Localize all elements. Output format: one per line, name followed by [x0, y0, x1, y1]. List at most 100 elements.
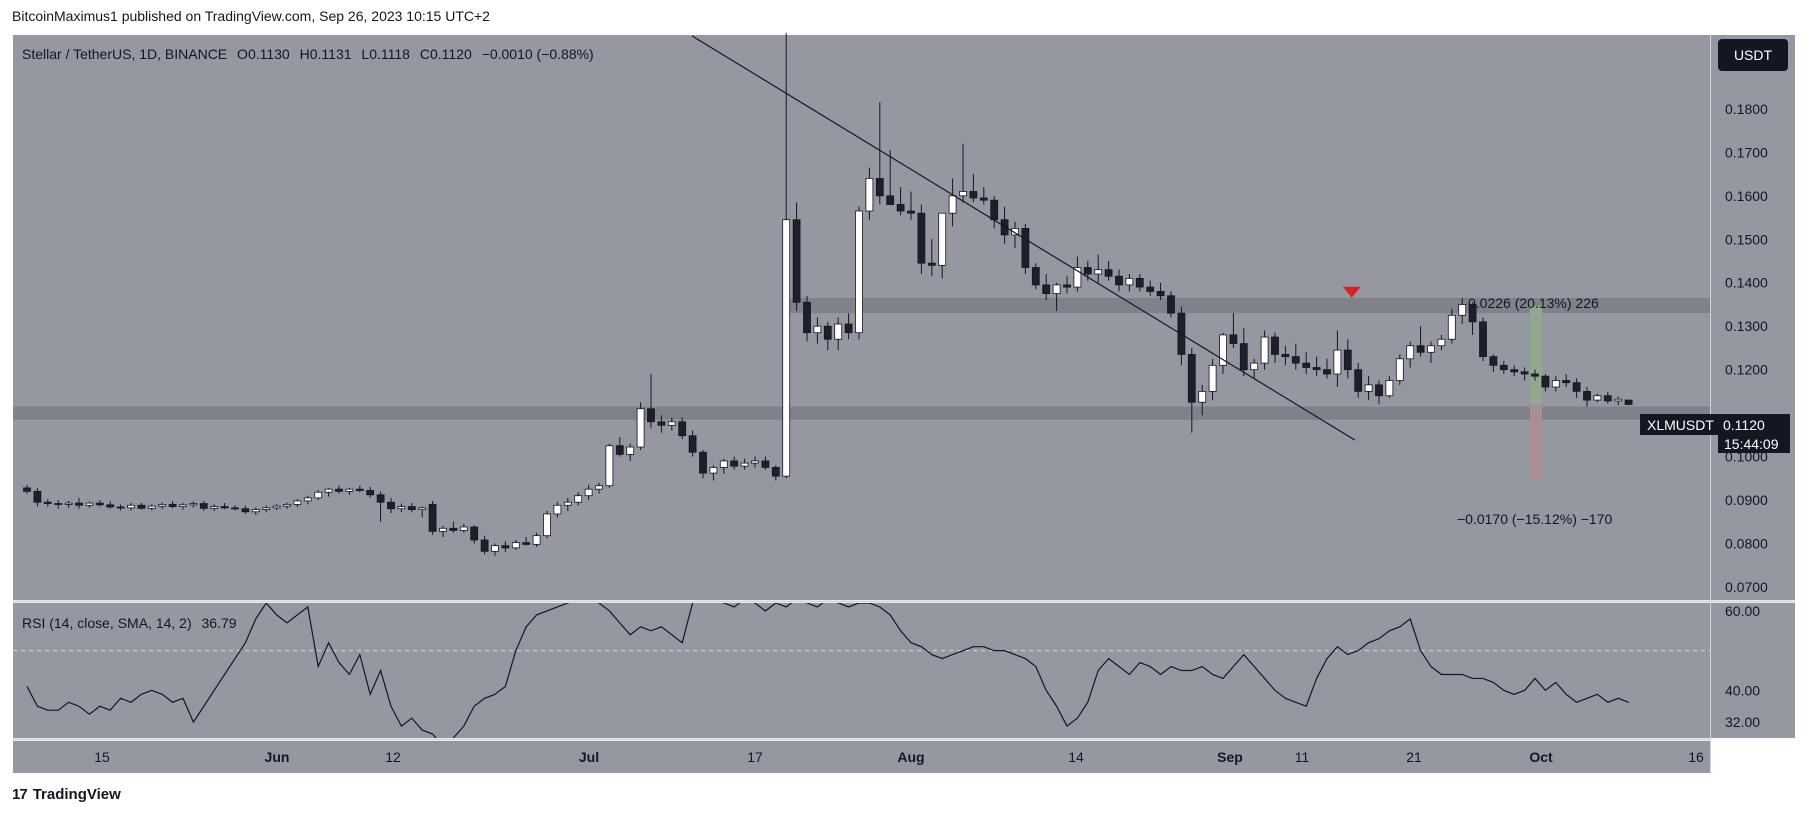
candle[interactable]	[730, 456, 739, 470]
candle[interactable]	[1531, 369, 1539, 381]
candle[interactable]	[948, 178, 957, 227]
candle[interactable]	[33, 487, 42, 507]
rsi-axis-panel[interactable]	[1710, 603, 1795, 738]
candle[interactable]	[667, 417, 676, 431]
candle[interactable]	[303, 495, 312, 505]
candle[interactable]	[1520, 367, 1529, 381]
candle[interactable]	[64, 500, 73, 508]
candle[interactable]	[345, 487, 354, 495]
candle[interactable]	[886, 150, 895, 205]
candle[interactable]	[907, 191, 915, 220]
candle[interactable]	[1572, 378, 1581, 398]
candle[interactable]	[1614, 396, 1623, 406]
candle[interactable]	[751, 456, 759, 468]
candle[interactable]	[1187, 347, 1196, 433]
candle[interactable]	[803, 295, 811, 342]
candle[interactable]	[1416, 326, 1425, 357]
candle[interactable]	[657, 415, 666, 433]
candle[interactable]	[511, 540, 520, 551]
candle[interactable]	[1375, 380, 1383, 405]
candle[interactable]	[1146, 280, 1155, 296]
candle[interactable]	[782, 32, 791, 479]
candle[interactable]	[501, 541, 510, 553]
candle[interactable]	[1583, 387, 1591, 407]
candle[interactable]	[761, 456, 770, 470]
candle[interactable]	[407, 503, 416, 513]
candle[interactable]	[584, 484, 593, 501]
candle[interactable]	[896, 187, 905, 216]
candle[interactable]	[314, 490, 323, 501]
candle[interactable]	[179, 503, 187, 510]
rsi-line[interactable]	[26, 595, 1629, 746]
candle[interactable]	[1395, 354, 1404, 385]
candle[interactable]	[1156, 282, 1165, 301]
candle[interactable]	[1042, 274, 1051, 301]
candle[interactable]	[1468, 302, 1477, 335]
candle[interactable]	[699, 450, 707, 479]
candle[interactable]	[615, 437, 624, 457]
tradingview-footer[interactable]: 17 TradingView	[12, 786, 121, 803]
candle[interactable]	[1343, 339, 1352, 379]
candle[interactable]	[917, 204, 926, 275]
candle[interactable]	[106, 501, 115, 509]
candle[interactable]	[927, 239, 936, 277]
candle[interactable]	[636, 402, 645, 451]
candle[interactable]	[969, 174, 978, 203]
candle[interactable]	[1333, 330, 1342, 388]
candle[interactable]	[595, 482, 603, 494]
candle[interactable]	[1489, 354, 1498, 372]
candle[interactable]	[1541, 374, 1550, 392]
candle[interactable]	[355, 485, 364, 493]
candle[interactable]	[938, 212, 947, 279]
candle[interactable]	[1031, 263, 1040, 290]
candle[interactable]	[719, 458, 728, 474]
candle[interactable]	[137, 503, 146, 510]
candle[interactable]	[85, 501, 94, 508]
rsi-panel[interactable]	[13, 603, 1710, 738]
candle[interactable]	[293, 499, 302, 507]
candle[interactable]	[1437, 334, 1446, 351]
candle[interactable]	[563, 497, 572, 511]
candle[interactable]	[1499, 360, 1508, 374]
candle[interactable]	[709, 465, 718, 481]
candle[interactable]	[543, 510, 551, 539]
candle[interactable]	[43, 499, 52, 507]
candle[interactable]	[1229, 313, 1238, 348]
candle[interactable]	[979, 187, 988, 205]
candle[interactable]	[813, 317, 822, 344]
candle[interactable]	[324, 487, 333, 497]
candle[interactable]	[1406, 341, 1415, 368]
candle[interactable]	[1624, 399, 1633, 406]
candle[interactable]	[855, 206, 863, 340]
candle[interactable]	[23, 484, 31, 494]
candle[interactable]	[397, 503, 406, 513]
candle[interactable]	[647, 374, 655, 429]
candle[interactable]	[865, 167, 874, 220]
candle[interactable]	[1458, 297, 1467, 325]
candle[interactable]	[147, 504, 156, 511]
candle[interactable]	[199, 500, 208, 511]
candle[interactable]	[740, 458, 749, 470]
candle[interactable]	[418, 506, 427, 518]
candle[interactable]	[1603, 392, 1612, 404]
candle[interactable]	[1198, 384, 1207, 416]
candle[interactable]	[210, 504, 219, 511]
candle[interactable]	[1167, 291, 1175, 318]
candle[interactable]	[1364, 376, 1373, 401]
candle[interactable]	[262, 505, 271, 513]
candle[interactable]	[1323, 358, 1331, 379]
candle[interactable]	[376, 491, 385, 522]
candle[interactable]	[470, 525, 479, 544]
candle[interactable]	[959, 143, 967, 203]
candle[interactable]	[1447, 308, 1456, 344]
descending-trend-line[interactable]	[691, 35, 1356, 441]
candle[interactable]	[1281, 345, 1290, 366]
currency-button[interactable]	[1718, 39, 1788, 71]
candle[interactable]	[605, 443, 614, 488]
candle[interactable]	[844, 313, 853, 340]
candle[interactable]	[54, 500, 63, 509]
time-axis-panel[interactable]	[13, 741, 1710, 773]
candle[interactable]	[1094, 254, 1103, 283]
candle[interactable]	[1271, 332, 1279, 364]
candle[interactable]	[1312, 356, 1321, 377]
